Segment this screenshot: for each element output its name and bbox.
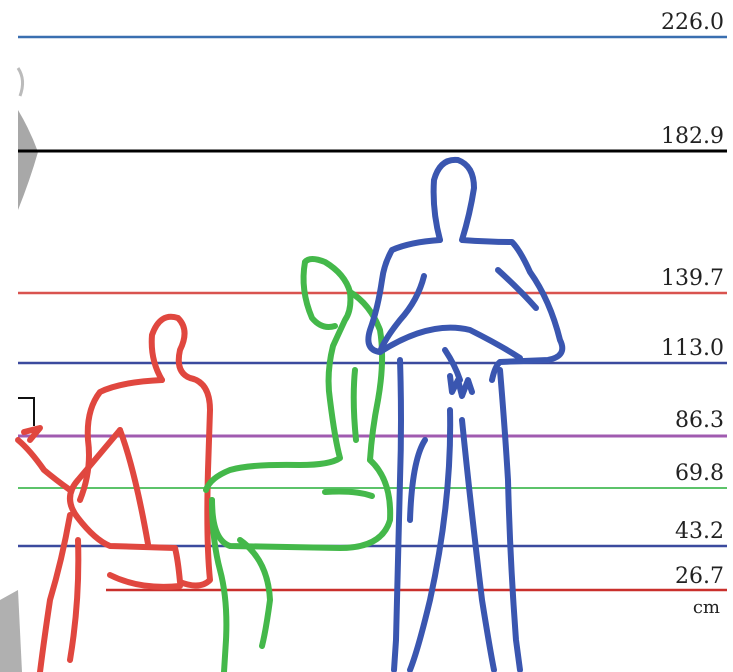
- bracket-mark: [18, 397, 35, 426]
- level-label: 86.3: [675, 408, 724, 433]
- standing-figure: [365, 156, 566, 672]
- level-label: 226.0: [661, 10, 724, 35]
- level-label: 139.7: [661, 266, 724, 291]
- grey-figure-fragment: [0, 67, 38, 672]
- level-label: 69.8: [675, 461, 724, 486]
- leaning-figure: [203, 256, 394, 672]
- level-label: 26.7: [675, 564, 724, 589]
- level-labels: 226.0 182.9 139.7 113.0 86.3 69.8 43.2 2…: [661, 10, 724, 618]
- level-label: 43.2: [675, 519, 724, 544]
- seated-figure: [15, 313, 213, 672]
- level-label: 113.0: [661, 336, 724, 361]
- level-label: 182.9: [661, 124, 724, 149]
- unit-label: cm: [693, 597, 720, 618]
